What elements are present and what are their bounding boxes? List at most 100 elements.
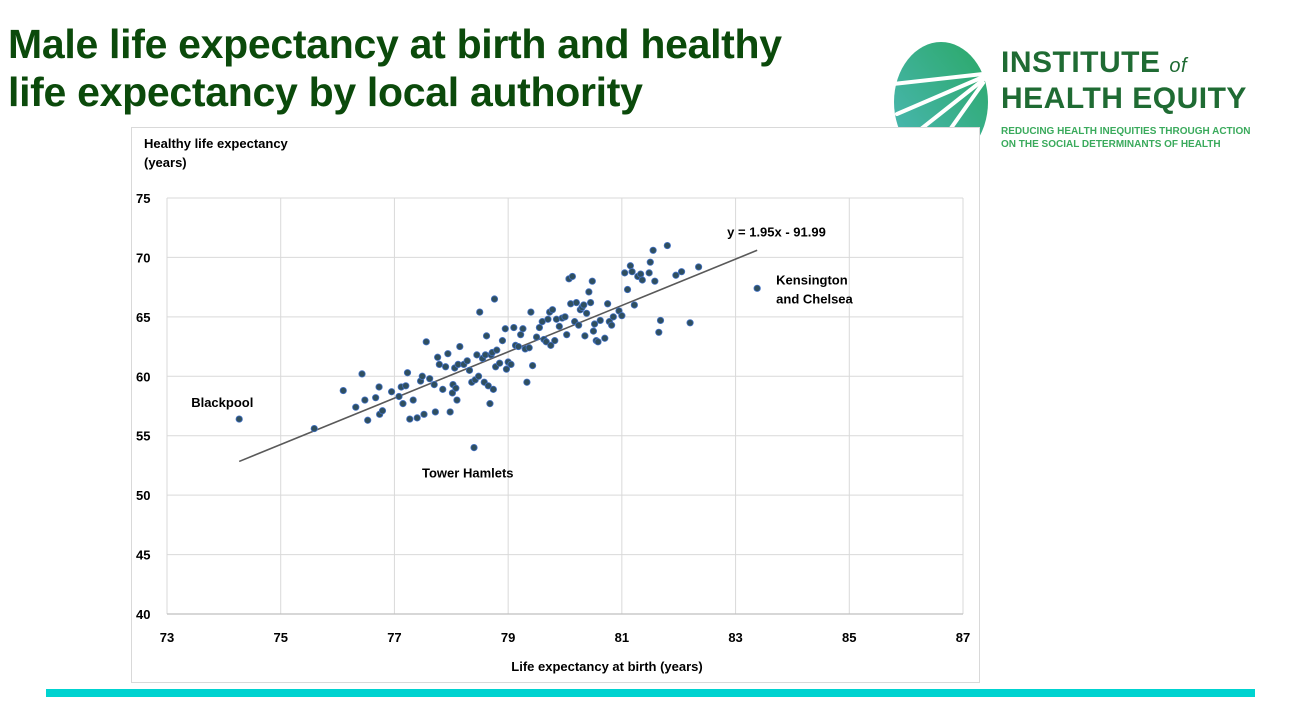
- y-tick-label: 75: [136, 191, 150, 206]
- data-point: [686, 319, 694, 327]
- data-point: [646, 258, 654, 266]
- data-point: [672, 271, 680, 279]
- data-point: [439, 385, 447, 393]
- data-point: [463, 357, 471, 365]
- y-tick-label: 60: [136, 369, 150, 384]
- data-point: [663, 241, 671, 250]
- data-point: [623, 285, 632, 294]
- data-point: [364, 416, 372, 424]
- data-point: [626, 262, 634, 270]
- data-point: [527, 308, 535, 316]
- logo-title-line-1: INSTITUTE of: [1001, 46, 1187, 80]
- x-tick-label: 85: [842, 630, 856, 645]
- data-point: [656, 316, 665, 325]
- data-point: [453, 396, 461, 404]
- data-point: [339, 386, 347, 395]
- chart-panel: Healthy life expectancy (years) Life exp…: [131, 127, 980, 683]
- x-tick-label: 79: [501, 630, 515, 645]
- data-point: [585, 288, 593, 296]
- y-tick-label: 50: [136, 488, 150, 503]
- y-tick-labels: 40 45 50 55 60 65 70 75: [136, 191, 150, 622]
- data-point: [628, 268, 636, 276]
- data-point: [482, 332, 491, 340]
- data-point: [490, 295, 499, 303]
- data-point: [456, 342, 464, 351]
- data-point: [310, 424, 318, 433]
- data-point: [452, 384, 460, 392]
- data-point: [502, 365, 511, 373]
- data-point: [402, 382, 410, 390]
- data-point: [358, 370, 366, 378]
- trendline: [238, 249, 758, 463]
- trendline-equation-label: y = 1.95x - 91.99: [727, 224, 826, 239]
- data-point: [465, 366, 474, 374]
- data-points: [235, 241, 761, 452]
- data-point: [498, 337, 507, 345]
- x-tick-labels: 73 75 77 79 81 83 85 87: [160, 630, 970, 645]
- data-point: [544, 315, 552, 323]
- slide-title-line-1: Male life expectancy at birth and health…: [8, 21, 782, 67]
- data-point: [588, 277, 596, 285]
- data-point: [555, 322, 563, 330]
- data-point: [547, 341, 555, 349]
- data-point: [403, 369, 412, 377]
- data-point: [510, 323, 518, 332]
- data-point: [434, 353, 442, 361]
- data-point: [375, 383, 383, 391]
- x-tick-label: 75: [273, 630, 287, 645]
- data-point: [618, 312, 626, 320]
- data-point: [630, 301, 638, 309]
- data-point: [372, 394, 380, 402]
- annotation-blackpool: Blackpool: [191, 395, 253, 410]
- data-point: [572, 298, 580, 307]
- data-point: [695, 263, 703, 271]
- x-tick-label: 77: [387, 630, 401, 645]
- data-point: [431, 408, 439, 416]
- data-point: [409, 396, 417, 404]
- data-point: [535, 323, 544, 332]
- y-tick-label: 65: [136, 310, 150, 325]
- data-point: [352, 403, 360, 411]
- data-point: [448, 389, 457, 397]
- slide-title-line-2: life expectancy by local authority: [8, 69, 643, 115]
- data-point: [645, 269, 653, 277]
- data-point: [387, 388, 396, 396]
- data-point: [406, 415, 414, 423]
- x-tick-label: 81: [615, 630, 629, 645]
- logo-title-line-2: HEALTH EQUITY: [1001, 82, 1247, 115]
- data-point: [651, 277, 659, 285]
- data-point: [474, 372, 483, 380]
- y-tick-label: 70: [136, 250, 150, 265]
- data-point: [446, 408, 454, 416]
- data-point: [420, 410, 428, 418]
- annotation-kensington-and-chelsea: Kensington: [776, 272, 848, 287]
- data-point: [235, 415, 243, 423]
- x-axis-label: Life expectancy at birth (years): [511, 659, 702, 674]
- data-point: [604, 300, 612, 308]
- data-point: [470, 443, 478, 452]
- x-tick-label: 83: [728, 630, 742, 645]
- data-point: [568, 272, 576, 281]
- data-point: [589, 327, 598, 335]
- data-point: [548, 306, 557, 314]
- data-point: [489, 385, 497, 393]
- logo-tagline-line-1: REDUCING HEALTH INEQUITIES THROUGH ACTIO…: [1001, 126, 1251, 137]
- data-point: [473, 351, 481, 359]
- data-point: [395, 392, 403, 401]
- data-point: [532, 333, 541, 341]
- data-point: [638, 276, 646, 284]
- slide-title: Male life expectancy at birth and health…: [8, 20, 782, 116]
- data-point: [575, 321, 583, 329]
- data-point: [493, 346, 501, 354]
- data-point: [378, 407, 387, 415]
- data-point: [525, 344, 533, 352]
- data-point: [413, 414, 421, 422]
- y-axis-label-line-2: (years): [144, 155, 187, 170]
- data-point: [514, 342, 522, 351]
- data-point: [586, 298, 595, 307]
- data-point: [753, 284, 761, 292]
- x-tick-label: 87: [956, 630, 970, 645]
- y-tick-label: 45: [136, 548, 150, 563]
- data-point: [361, 396, 369, 404]
- data-point: [523, 378, 531, 386]
